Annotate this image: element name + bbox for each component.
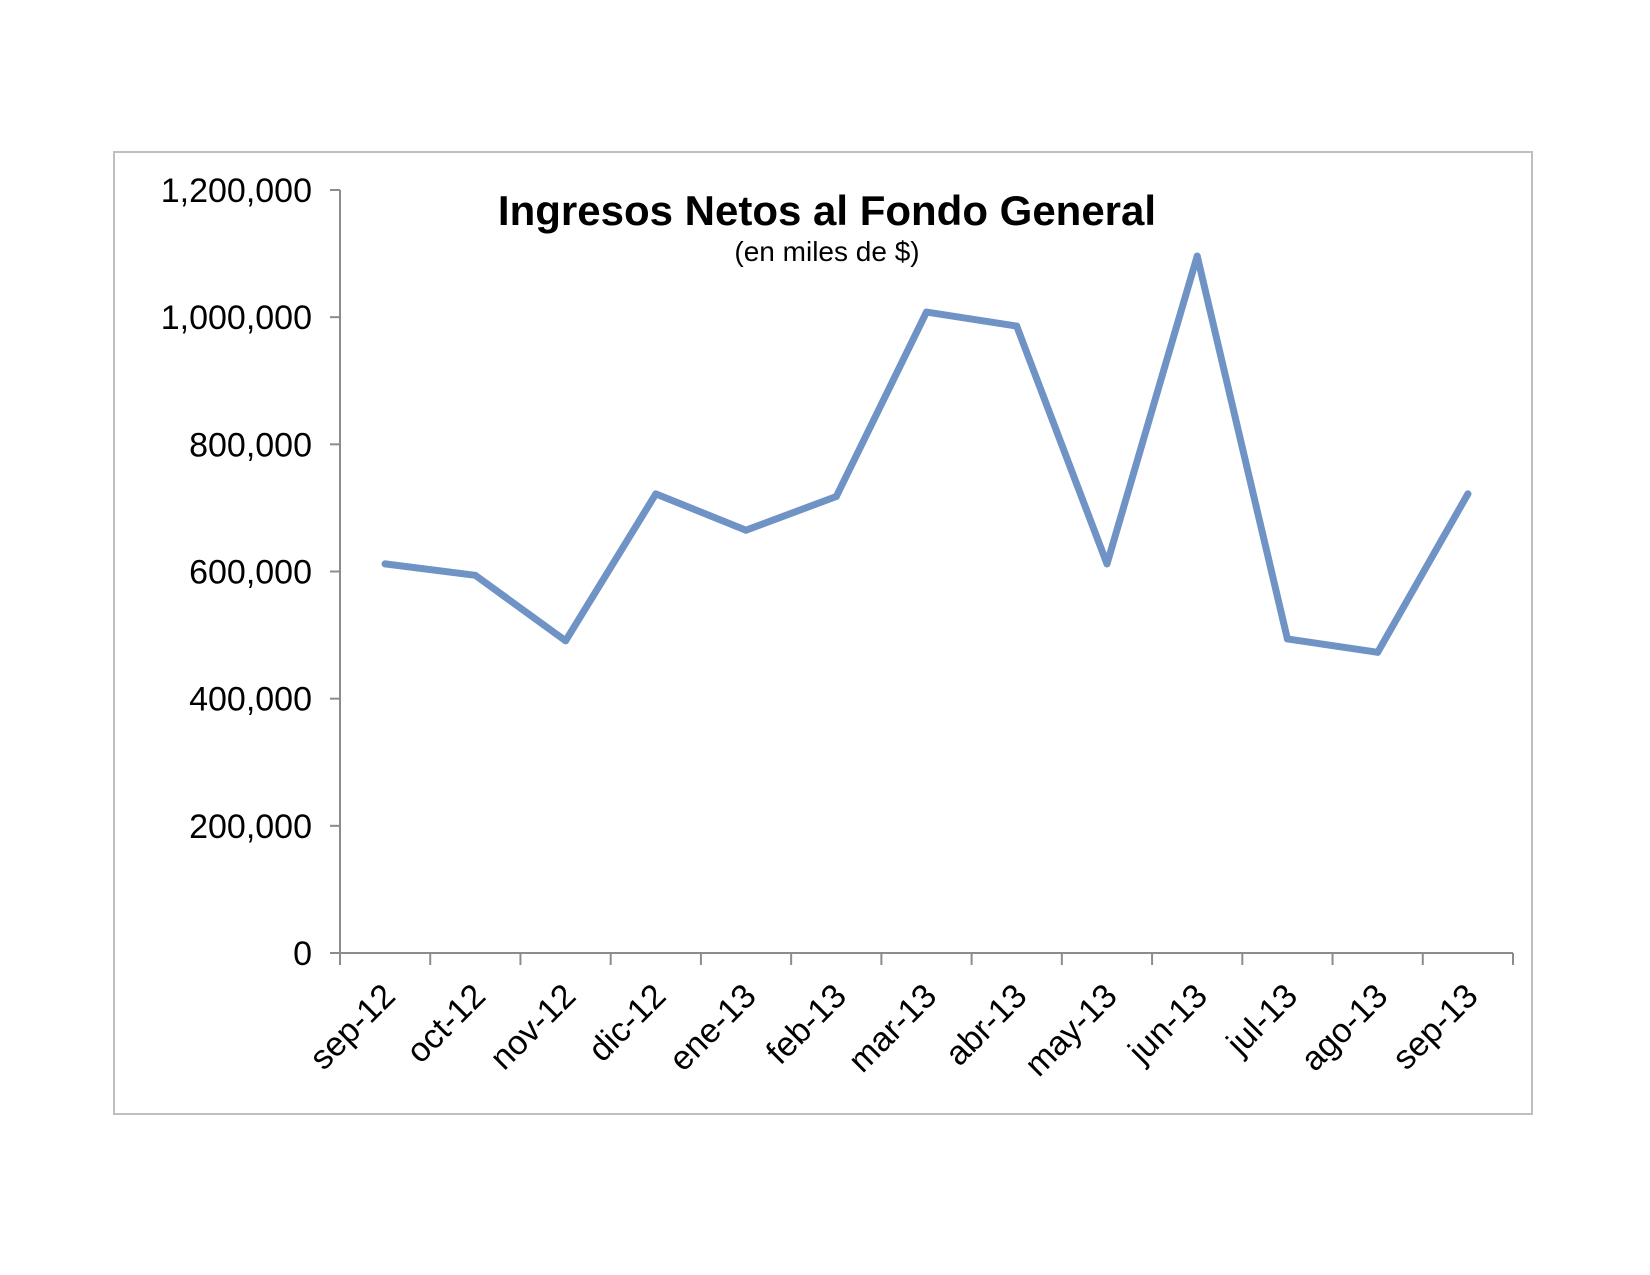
- x-tick-label: sep-13: [1385, 977, 1485, 1077]
- data-point: [1283, 635, 1291, 643]
- data-point: [1374, 648, 1382, 656]
- x-tick-label: mar-13: [841, 977, 944, 1080]
- y-tick-label: 800,000: [189, 426, 312, 464]
- x-tick-label: nov-12: [483, 977, 583, 1077]
- chart-subtitle: (en miles de $): [734, 236, 919, 267]
- x-tick-label: sep-12: [302, 977, 402, 1077]
- data-point: [381, 560, 389, 568]
- y-tick-label: 0: [293, 935, 312, 973]
- series-group: [381, 252, 1472, 656]
- y-tick-label: 400,000: [189, 681, 312, 719]
- data-point: [1013, 322, 1021, 330]
- x-tick-label: ene-13: [662, 977, 764, 1079]
- line-chart: Ingresos Netos al Fondo General (en mile…: [161, 172, 1514, 1084]
- x-axis-ticks: sep-12oct-12nov-12dic-12ene-13feb-13mar-…: [302, 953, 1514, 1084]
- data-point: [832, 492, 840, 500]
- x-tick-label: feb-13: [759, 977, 854, 1072]
- y-tick-label: 1,200,000: [161, 172, 312, 210]
- x-tick-label: dic-12: [581, 977, 673, 1069]
- y-tick-label: 600,000: [189, 554, 312, 592]
- data-point: [1103, 560, 1111, 568]
- y-axis-ticks: 0 200,000 400,000 600,000 800,000 1,000,000 1,…: [161, 172, 340, 973]
- chart-title: Ingresos Netos al Fondo General: [498, 187, 1156, 234]
- data-point: [742, 526, 750, 534]
- x-tick-label: jun-13: [1120, 977, 1214, 1071]
- y-tick-label: 200,000: [189, 808, 312, 846]
- axes: [339, 190, 1513, 954]
- data-point: [562, 637, 570, 645]
- x-tick-label: ago-13: [1294, 977, 1396, 1079]
- x-tick-label: may-13: [1018, 977, 1125, 1084]
- data-point: [652, 490, 660, 498]
- data-point: [471, 571, 479, 579]
- data-point: [1464, 490, 1472, 498]
- x-tick-label: jul-13: [1219, 977, 1305, 1063]
- data-point: [923, 308, 930, 316]
- x-tick-label: oct-12: [399, 977, 493, 1071]
- y-tick-label: 1,000,000: [161, 299, 312, 337]
- data-point: [1193, 252, 1201, 260]
- chart-frame: Ingresos Netos al Fondo General (en mile…: [113, 151, 1533, 1115]
